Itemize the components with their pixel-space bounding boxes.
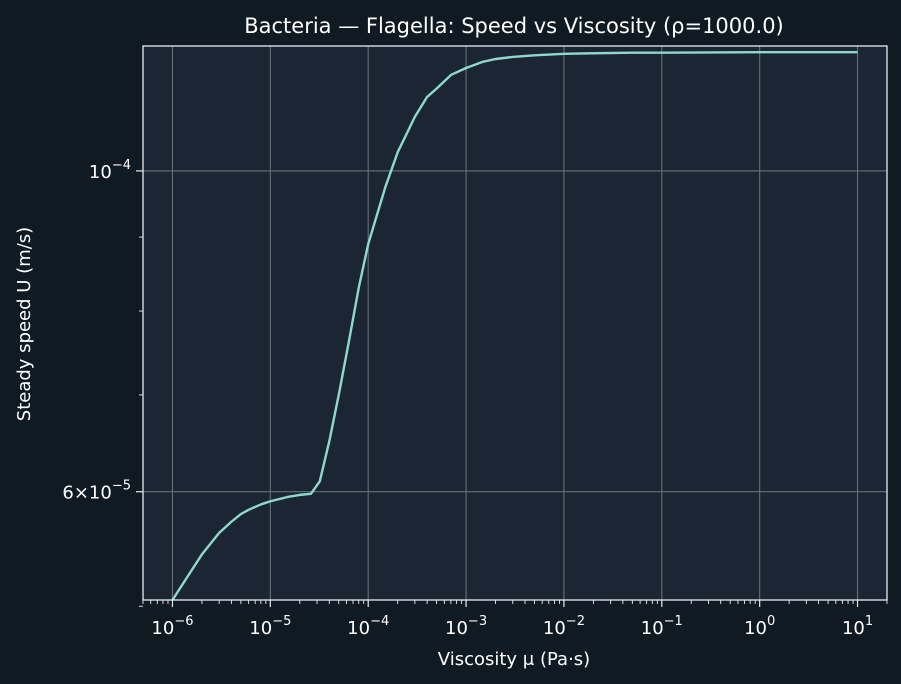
y-tick-label: 10−4 [89, 158, 131, 183]
x-tick-label: 10−5 [249, 614, 291, 639]
grid-lines [143, 46, 887, 600]
plot-frame [142, 45, 888, 601]
axis-ticks: 10−6 10−5 10−4 10−3 10−2 10−1 100 101 6×10−5 10−4 [62, 158, 888, 639]
x-tick-label: 100 [744, 614, 775, 639]
y-tick-label: 6×10−5 [62, 479, 131, 504]
x-tick-label: 10−4 [347, 614, 389, 639]
plot-area [143, 46, 887, 600]
x-tick-label: 10−6 [151, 614, 193, 639]
x-axis-label: Viscosity μ (Pa·s) [438, 649, 590, 670]
speed-curve-line [171, 51, 858, 601]
y-axis-label: Steady speed U (m/s) [14, 227, 35, 421]
x-tick-label: 10−2 [543, 614, 585, 639]
x-tick-label: 101 [842, 614, 873, 639]
chart-title: Bacteria — Flagella: Speed vs Viscosity … [244, 14, 784, 38]
x-tick-label: 10−3 [445, 614, 487, 639]
x-tick-label: 10−1 [641, 614, 683, 639]
